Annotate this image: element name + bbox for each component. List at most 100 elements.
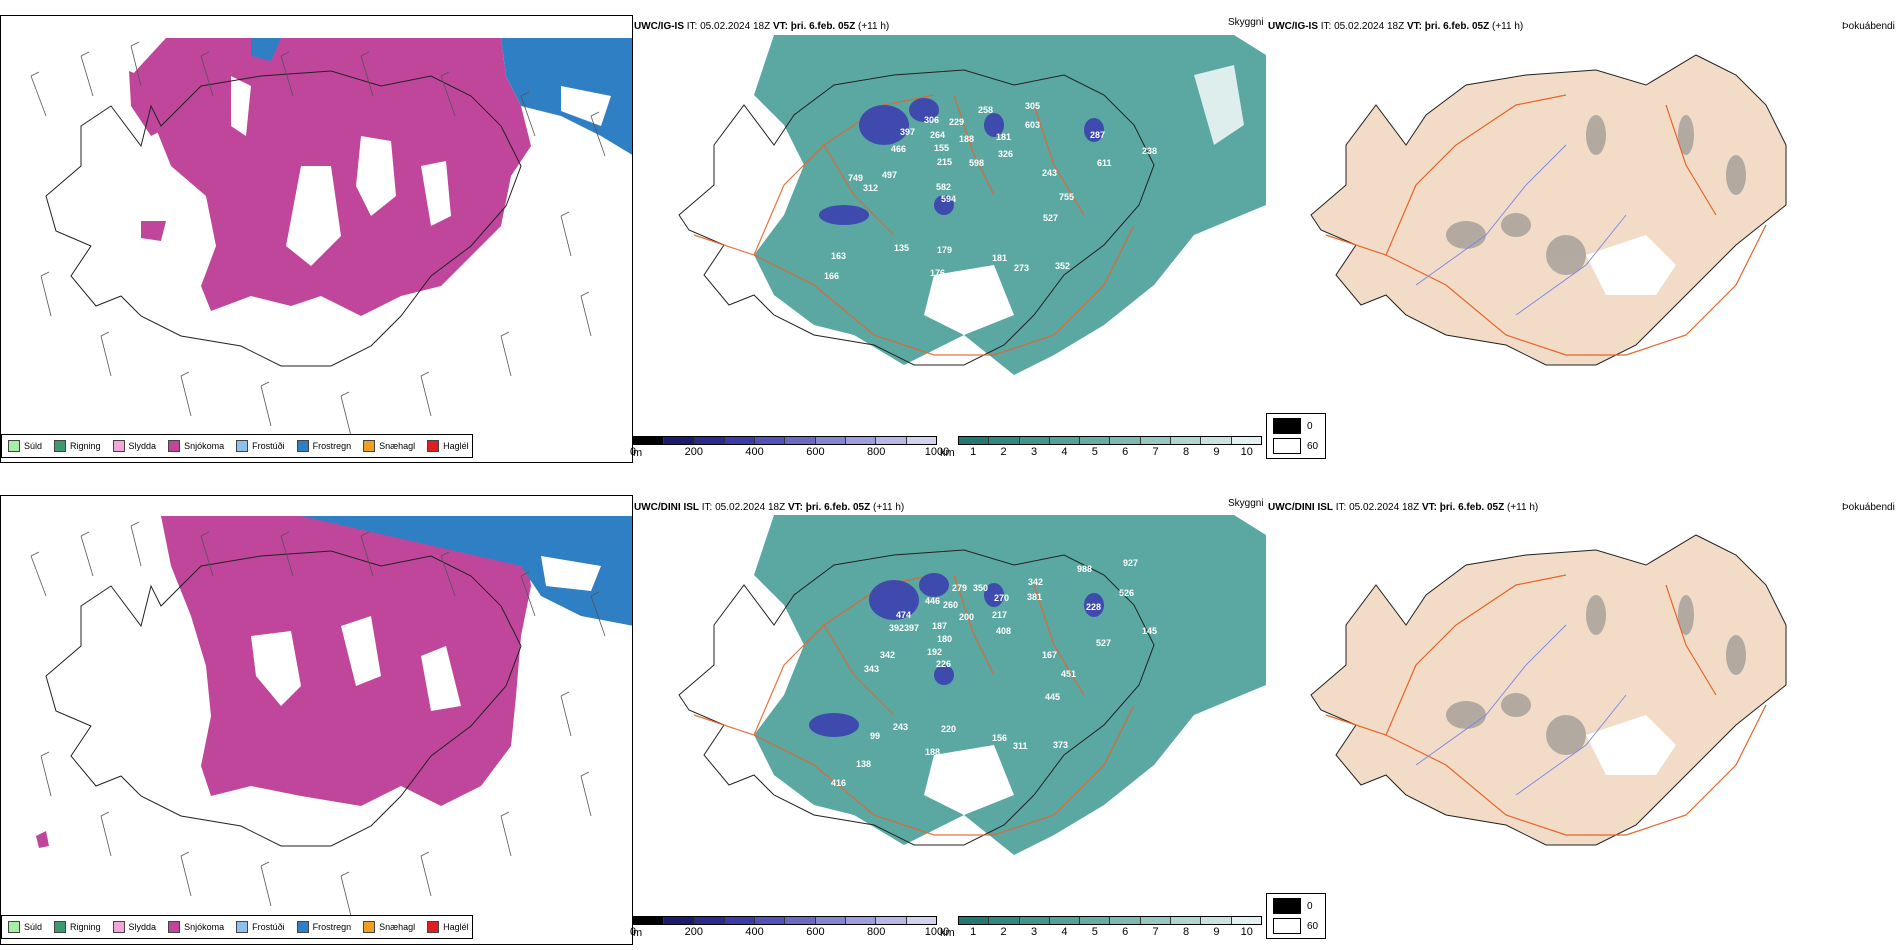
row1-height-unit: m [633, 447, 643, 459]
colorbar-segment [906, 917, 936, 924]
colorbar-segment [989, 917, 1020, 924]
colorbar-segment [815, 437, 847, 444]
vis-label: 188 [959, 134, 975, 144]
vis-label: 181 [992, 253, 1008, 263]
colorbar-segment [1201, 917, 1232, 924]
row2-precip-legend: Súld Rigning Slydda Snjókoma Frostúði Fr… [1, 915, 473, 939]
colorbar-segment [1171, 917, 1202, 924]
vis-label: 220 [941, 724, 957, 734]
vis-label: 749 [848, 173, 864, 183]
row1-vis-title: Skyggni [1228, 17, 1264, 28]
colorbar-segment [755, 917, 786, 924]
colorbar-segment [694, 917, 725, 924]
vis-label: 474 [896, 610, 912, 620]
colorbar-segment [664, 917, 695, 924]
vis-label: 311 [1013, 741, 1028, 751]
colorbar-tick-label: 5 [1091, 446, 1098, 458]
row1-precip-legend: Súld Rigning Slydda Snjókoma Frostúði Fr… [1, 434, 473, 458]
row1-visibility-colorbar: 1 2 3 4 5 6 7 8 9 10 [958, 436, 1262, 459]
vis-label: 264 [930, 130, 946, 140]
row2-height-colorbar: 0 200 400 600 800 1000 [630, 916, 949, 939]
colorbar-tick-label: 400 [745, 926, 764, 938]
vis-label: 145 [1142, 626, 1158, 636]
legend-item: Snjókoma [168, 921, 224, 933]
vis-label: 138 [856, 759, 872, 769]
vis-label: 188 [925, 747, 941, 757]
colorbar-tick-label: 9 [1213, 926, 1220, 938]
colorbar-segment [724, 437, 756, 444]
vis-label: 598 [969, 158, 985, 168]
vis-label: 582 [936, 182, 952, 192]
colorbar-segment [1110, 917, 1141, 924]
row1-fog-map [1266, 35, 1900, 435]
colorbar-tick-label: 5 [1091, 926, 1098, 938]
row2-fog-map [1266, 515, 1900, 895]
colorbar-segment [1049, 437, 1081, 444]
row2-visibility-map: 474 392 397 446 279 350 270 260 200 217 … [634, 515, 1266, 910]
vis-label: 416 [831, 778, 847, 788]
vis-label: 342 [880, 650, 896, 660]
legend-item: Snjókoma [168, 440, 224, 452]
row1-fog-header: UWC/IG-IS IT: 05.02.2024 18Z VT: þri. 6.… [1268, 21, 1524, 32]
row2-fog-title: Þokuábendi [1842, 502, 1895, 513]
vis-label: 217 [992, 610, 1008, 620]
vis-label: 258 [978, 105, 994, 115]
colorbar-tick-label: 10 [1240, 446, 1253, 458]
row1-height-colorbar: 0 200 400 600 800 1000 [629, 436, 949, 459]
colorbar-tick-label: 800 [867, 926, 886, 938]
legend-item: Haglél [427, 440, 469, 452]
vis-label: 497 [882, 170, 898, 180]
legend-item: Súld [8, 921, 42, 933]
vis-label: 343 [864, 664, 880, 674]
vis-label: 166 [824, 271, 840, 281]
vis-label: 451 [1061, 669, 1077, 679]
legend-item: Frostregn [296, 921, 351, 933]
legend-item: Rigning [54, 440, 101, 452]
vis-label: 326 [998, 149, 1014, 159]
vis-label: 350 [973, 583, 989, 593]
colorbar-segment [755, 437, 786, 444]
colorbar-segment [876, 437, 907, 444]
vis-label: 527 [1096, 638, 1112, 648]
vis-label: 445 [1045, 692, 1061, 702]
vis-label: 229 [949, 117, 965, 127]
vis-label: 215 [937, 157, 953, 167]
vis-label: 287 [1090, 130, 1106, 140]
colorbar-tick-label: 200 [684, 446, 703, 458]
colorbar-tick-label: 7 [1152, 926, 1159, 938]
colorbar-tick-label: 600 [806, 926, 825, 938]
vis-label: 392 [889, 623, 905, 633]
colorbar-tick-label: 6 [1122, 926, 1129, 938]
colorbar-segment [1080, 437, 1111, 444]
row2-fog-header: UWC/DINI ISL IT: 05.02.2024 18Z VT: þri.… [1268, 502, 1539, 513]
row2-height-unit: m [633, 927, 643, 939]
colorbar-segment [1110, 437, 1141, 444]
colorbar-segment [876, 917, 907, 924]
legend-item: Súld [8, 440, 42, 452]
colorbar-segment [694, 437, 725, 444]
vis-label: 180 [937, 634, 953, 644]
vis-label: 135 [894, 243, 910, 253]
colorbar-tick-label: 1 [970, 926, 977, 938]
legend-item: Rigning [54, 921, 101, 933]
colorbar-segment [1201, 437, 1232, 444]
colorbar-tick-label: 4 [1061, 926, 1068, 938]
colorbar-tick-label: 3 [1030, 926, 1038, 938]
vis-label: 155 [934, 143, 950, 153]
vis-label: 352 [1055, 261, 1071, 271]
vis-label: 927 [1123, 558, 1139, 568]
colorbar-tick-label: 1000 [924, 446, 950, 458]
colorbar-segment [959, 917, 990, 924]
vis-label: 226 [936, 659, 952, 669]
vis-label: 312 [863, 183, 879, 193]
vis-label: 187 [932, 621, 948, 631]
row2-precip-map [0, 495, 633, 945]
colorbar-segment [1231, 917, 1261, 924]
colorbar-tick-label: 0 [629, 446, 637, 458]
vis-label: 273 [1014, 263, 1030, 273]
vis-label: 305 [1025, 101, 1041, 111]
vis-label: 306 [924, 115, 940, 125]
legend-item: Snæhagl [363, 921, 415, 933]
vis-label: 260 [943, 600, 959, 610]
row1-visibility-map: 397 466 306 229 258 305 603 264 188 181 … [634, 35, 1266, 430]
